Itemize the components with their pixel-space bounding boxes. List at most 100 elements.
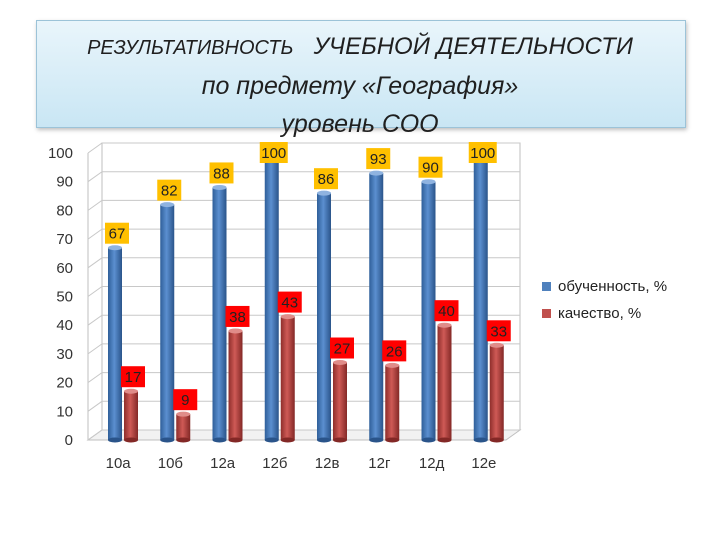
data-label: 43 [281,295,298,312]
bars-layer [108,150,504,443]
data-label-box [434,300,459,322]
bar-cap [280,314,295,320]
bar-base [333,437,347,443]
bar-base [264,437,279,443]
title-line-1-part-1: РЕЗУЛЬТАТИВНОСТЬ [87,37,294,59]
x-tick-label: 12б [262,455,287,472]
y-tick-label: 20 [56,375,73,392]
x-tick-label: 12г [368,455,391,472]
data-label-box [225,305,250,327]
data-label: 86 [318,171,335,188]
title-line-2: по предмету «География» [201,72,519,100]
bar [176,414,191,440]
bar-cap [333,360,347,366]
bar [317,193,331,440]
x-tick-label: 10а [106,455,132,472]
data-label: 38 [229,309,246,326]
bar-base [108,437,122,443]
bar-base [212,437,227,443]
y-tick-label: 10 [56,403,73,420]
bar-base [176,437,191,443]
bar-base [317,437,331,443]
bar [369,173,384,440]
y-tick-label: 0 [65,432,73,449]
y-tick-label: 80 [56,202,73,219]
data-label: 40 [438,303,455,320]
bar [333,362,347,440]
data-label-box [330,337,354,359]
bar-base [124,437,138,443]
title-line-1: РЕЗУЛЬТАТИВНОСТЬ УЧЕБНОЙ ДЕЯТЕЛЬНОСТИ [36,28,684,67]
data-label-box [366,148,391,170]
data-label-box [173,389,198,411]
title-line-1-part-2: УЧЕБНОЙ ДЕЯТЕЛЬНОСТИ [313,33,633,60]
bar-base [437,437,452,443]
y-tick-label: 40 [56,317,73,334]
data-label-box [382,340,407,362]
bar [228,330,243,440]
data-label: 26 [386,343,403,360]
legend-label: качество, % [558,305,641,322]
data-label-box [418,156,443,178]
chart-floor [86,429,522,441]
data-label: 82 [161,183,178,200]
x-tick-label: 12а [210,455,236,472]
data-label: 88 [213,165,230,182]
data-label: 33 [490,323,507,340]
bar [264,153,279,440]
legend: обученность, % качество, % [542,278,667,322]
bar [124,391,138,440]
bar-cap [317,190,331,196]
bar-base [489,437,504,443]
data-label-box [486,320,511,342]
bar [437,325,452,440]
bar-cap [489,342,504,348]
x-tick-label: 12в [315,455,340,472]
data-label-box [277,291,302,313]
x-tick-label: 12е [471,455,496,472]
bar-cap [437,322,452,328]
legend-label: обученность, % [558,278,667,295]
bar [108,247,122,440]
bar-cap [124,388,138,394]
grid-layer: 0 10 20 30 40 50 60 70 80 90 100 [48,142,522,449]
bar-base [280,437,295,443]
data-label-box [105,222,129,244]
bar-cap [369,170,384,176]
data-label: 27 [334,341,351,358]
legend-swatch [542,282,551,291]
bar [421,181,436,440]
data-label-box [121,366,145,388]
y-tick-label: 50 [56,289,73,306]
bar-cap [176,411,191,417]
title-banner [36,20,686,128]
y-tick-label: 100 [48,145,73,162]
data-label: 90 [422,160,439,177]
bar [212,187,227,440]
data-label: 93 [370,151,387,168]
data-label: 100 [261,145,286,162]
data-label-box [259,142,288,163]
data-label-box [314,168,338,190]
data-label-box [468,142,497,163]
legend-swatch [542,309,551,318]
bar [280,316,295,440]
bar-base [160,437,175,443]
bar [160,204,175,440]
y-tick-label: 70 [56,231,73,248]
bar-cap [160,202,175,208]
bar-cap [228,328,243,334]
data-label: 67 [109,226,126,243]
y-tick-label: 30 [56,346,73,363]
bar [473,153,488,440]
title-line-3: уровень СОО [281,110,439,138]
gridline [87,142,520,154]
data-label: 100 [470,145,495,162]
bar-cap [421,179,436,185]
bar-base [473,437,488,443]
bar-base [385,437,400,443]
bar-base [421,437,436,443]
bar-base [369,437,384,443]
bar [489,345,504,440]
